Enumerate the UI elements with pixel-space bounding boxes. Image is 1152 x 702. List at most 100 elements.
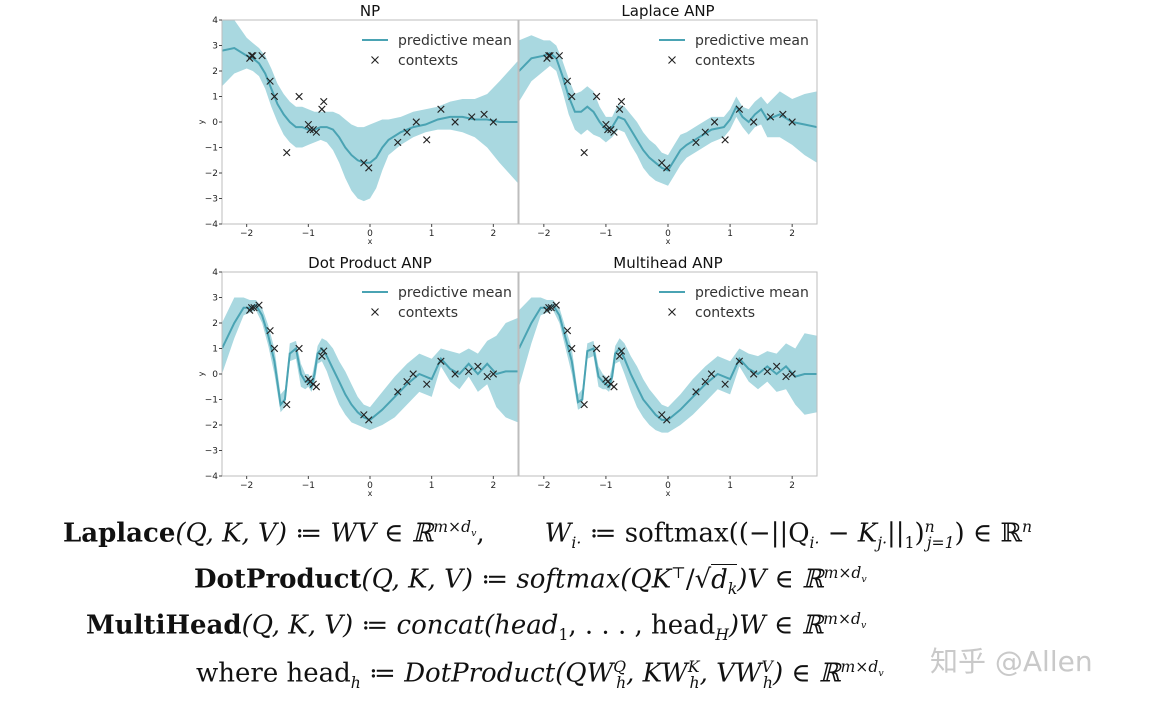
- x-axis-label: x: [666, 489, 671, 498]
- formula-laplace-n-sup: n: [924, 518, 935, 536]
- formula-dotproduct-top: ⊤: [671, 564, 686, 582]
- predictive-mean-line: [519, 52, 817, 172]
- context-point: [610, 383, 618, 391]
- formula-multihead-mid: , . . . , head: [568, 610, 716, 641]
- context-point: [295, 344, 303, 353]
- context-point: [617, 347, 626, 355]
- y-tick-label: 0: [212, 370, 218, 380]
- uncertainty-band: [519, 297, 817, 433]
- formula-laplace-q-sub: i·: [809, 533, 820, 552]
- context-point: [568, 92, 576, 101]
- x-tick-label: −2: [240, 229, 253, 239]
- context-point: [735, 357, 744, 365]
- formula-where-sup-sub: v: [878, 668, 884, 680]
- x-tick-label: −2: [537, 229, 550, 239]
- y-tick-label: 4: [212, 268, 218, 278]
- context-point: [451, 370, 459, 378]
- legend-context-label: contexts: [398, 53, 458, 69]
- formula-laplace-sup: m×d: [433, 518, 472, 536]
- legend-mean-label: predictive mean: [398, 33, 512, 49]
- formula-where-wq-sup: Q: [613, 658, 627, 676]
- formula-where-kw: , KW: [626, 658, 688, 689]
- x-tick-label: 2: [490, 229, 496, 239]
- context-point: [546, 52, 554, 60]
- formula-where: where headh ≔ DotProduct(QWQh, KWKh, VWV…: [196, 658, 884, 692]
- chart-panel-1: −2 −1 0 1 2 x Laplace ANP predictive mean contex…: [518, 2, 818, 246]
- figure-panels: −2 −1 0 1 2 x −4 −3 −2 −1 0 1 2 3 4 y NP predictive mean c…: [197, 2, 818, 498]
- formula-dotproduct-args: (Q, K, V) ≔ softmax(QK: [361, 564, 672, 595]
- x-tick-label: −1: [599, 229, 612, 239]
- context-point: [489, 118, 498, 126]
- x-tick-label: 0: [665, 229, 671, 239]
- context-point: [423, 380, 431, 388]
- formula-where-rest: ) ∈ ℝ: [772, 658, 841, 689]
- formula-multihead-sub1: 1: [558, 625, 569, 644]
- context-point: [545, 52, 553, 60]
- context-point: [423, 136, 431, 144]
- plot-area: [222, 20, 518, 202]
- x-tick-label: −1: [599, 481, 612, 491]
- context-point: [283, 148, 291, 157]
- context-point: [451, 118, 459, 126]
- formula-laplace-j-sub: j=1: [926, 533, 955, 552]
- context-point: [320, 347, 328, 355]
- legend-context-label: contexts: [398, 305, 458, 321]
- context-point: [270, 92, 279, 101]
- context-point: [663, 164, 671, 172]
- context-point: [721, 380, 729, 388]
- legend-context-label: contexts: [695, 53, 755, 69]
- context-point: [250, 304, 258, 312]
- context-point: [563, 77, 572, 85]
- context-point: [710, 118, 719, 126]
- context-point: [692, 388, 700, 396]
- formula-dotproduct-dk: d: [711, 564, 728, 595]
- context-point: [437, 105, 445, 113]
- x-tick-label: 0: [665, 481, 671, 491]
- context-point: [247, 52, 256, 60]
- formula-laplace-norm: ||: [887, 518, 905, 549]
- formula-multihead-rest: )W ∈ ℝ: [728, 610, 824, 641]
- formula-laplace-w: W: [544, 518, 572, 549]
- x-tick-label: 1: [727, 481, 733, 491]
- context-point: [580, 148, 588, 157]
- context-point: [788, 370, 796, 378]
- context-point: [735, 105, 744, 113]
- watermark: 知乎 @Allen: [930, 645, 1093, 678]
- y-tick-label: 4: [212, 16, 218, 26]
- chart-title: Laplace ANP: [621, 2, 714, 20]
- chart-panel-3: −2 −1 0 1 2 x Multihead ANP predictive mean cont…: [518, 254, 818, 498]
- context-point: [312, 128, 321, 136]
- y-tick-label: −4: [205, 220, 219, 230]
- x-axis-label: x: [666, 237, 671, 246]
- context-point: [365, 164, 373, 172]
- context-point: [365, 416, 373, 424]
- context-point: [312, 383, 321, 391]
- context-point: [468, 113, 476, 121]
- formula-where-sup: m×d: [840, 658, 879, 676]
- formula-where-wq-sub: h: [616, 673, 627, 692]
- context-point: [663, 416, 671, 424]
- predictive-mean-line: [519, 303, 817, 421]
- formula-laplace-name: Laplace: [63, 518, 176, 549]
- y-tick-label: 0: [212, 118, 218, 128]
- formula-where-wk-sub: h: [689, 673, 700, 692]
- formula-laplace-sep: ,: [476, 518, 485, 549]
- x-tick-label: 0: [367, 229, 373, 239]
- context-point: [249, 52, 257, 60]
- predictive-mean-line: [222, 46, 518, 164]
- formula-laplace-args: (Q, K, V) ≔ WV ∈ ℝ: [175, 518, 434, 549]
- context-point: [270, 344, 279, 353]
- context-point: [474, 362, 482, 371]
- y-tick-label: −4: [205, 472, 219, 482]
- legend-context-marker: [668, 308, 676, 316]
- x-tick-label: 1: [727, 229, 733, 239]
- formula-dotproduct-name: DotProduct: [194, 564, 362, 595]
- formula-multihead-args: (Q, K, V) ≔ concat(head: [241, 610, 559, 641]
- formula-where-wk-sup: K: [687, 658, 700, 676]
- context-point: [721, 136, 729, 144]
- context-point: [782, 372, 790, 381]
- plot-area: [519, 297, 817, 433]
- context-point: [610, 128, 618, 136]
- formula-dotproduct-rest: )V ∈ ℝ: [737, 564, 824, 595]
- formula-where-wv-sub: h: [762, 673, 773, 692]
